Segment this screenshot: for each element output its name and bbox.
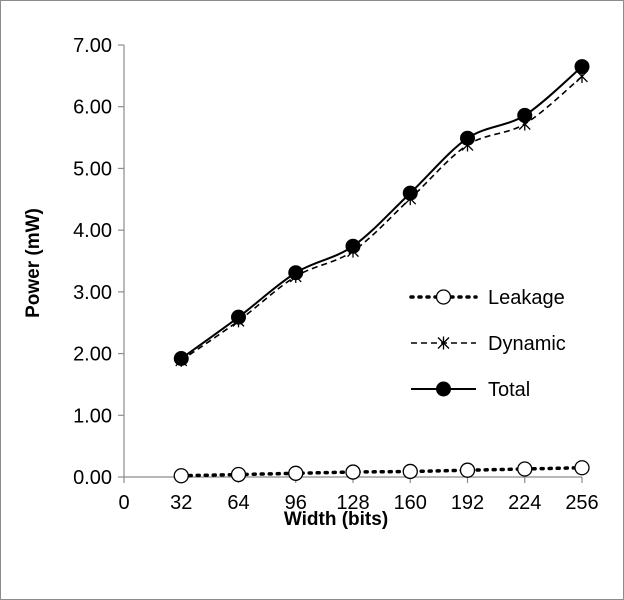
y-tick-label: 0.00 <box>73 467 112 489</box>
series-lines <box>179 65 584 478</box>
legend-item-total: Total <box>411 379 530 401</box>
y-tick-label: 1.00 <box>73 405 112 427</box>
axes: 0.00 1.00 2.00 3.00 4.00 5.00 6.00 7.00 0 32 64 96 1… <box>73 35 599 514</box>
x-tick-label: 128 <box>336 492 369 514</box>
total-data-point <box>288 265 304 281</box>
legend-label-leakage: Leakage <box>488 287 565 309</box>
leakage-data-point <box>459 462 476 478</box>
series-markers <box>173 59 590 484</box>
y-tick-label: 4.00 <box>73 220 112 242</box>
x-tick-label: 64 <box>227 492 249 514</box>
total-data-point <box>402 185 418 201</box>
x-tick-label: 96 <box>285 492 307 514</box>
total-data-point <box>173 351 189 367</box>
legend-marker-leakage <box>435 289 452 305</box>
y-tick-label: 6.00 <box>73 97 112 119</box>
leakage-data-point <box>402 463 418 480</box>
legend-label-dynamic: Dynamic <box>488 333 566 355</box>
leakage-data-point <box>574 460 590 476</box>
x-tick-label: 224 <box>508 492 541 514</box>
y-axis-title: Power (mW) <box>23 208 44 318</box>
x-tick-label: 32 <box>170 492 192 514</box>
leakage-data-point <box>517 461 533 477</box>
total-data-point <box>231 309 246 325</box>
leakage-data-point <box>230 466 247 483</box>
legend-marker-total <box>436 381 451 397</box>
y-tick-label: 2.00 <box>73 344 112 366</box>
y-tick-label: 5.00 <box>73 158 112 180</box>
leakage-data-point <box>173 468 189 484</box>
total-data-point <box>574 59 590 75</box>
x-tick-label: 0 <box>118 492 129 514</box>
x-tick-label: 256 <box>565 492 598 514</box>
legend-item-leakage: Leakage <box>409 287 565 309</box>
leakage-data-point <box>288 465 304 481</box>
y-tick-label: 3.00 <box>73 282 112 304</box>
y-tick-label: 7.00 <box>73 35 112 57</box>
legend: Leakage Dynamic Total <box>409 287 566 401</box>
x-tick-label: 160 <box>394 492 427 514</box>
legend-item-dynamic: Dynamic <box>411 333 566 355</box>
legend-label-total: Total <box>488 379 530 401</box>
total-data-point <box>517 107 533 123</box>
legend-marker-dynamic <box>437 336 450 350</box>
leakage-data-point <box>345 464 361 480</box>
total-data-point <box>460 130 475 146</box>
x-tick-label: 192 <box>451 492 484 514</box>
total-data-point <box>345 238 361 254</box>
x-axis-title: Width (bits) <box>284 509 388 530</box>
